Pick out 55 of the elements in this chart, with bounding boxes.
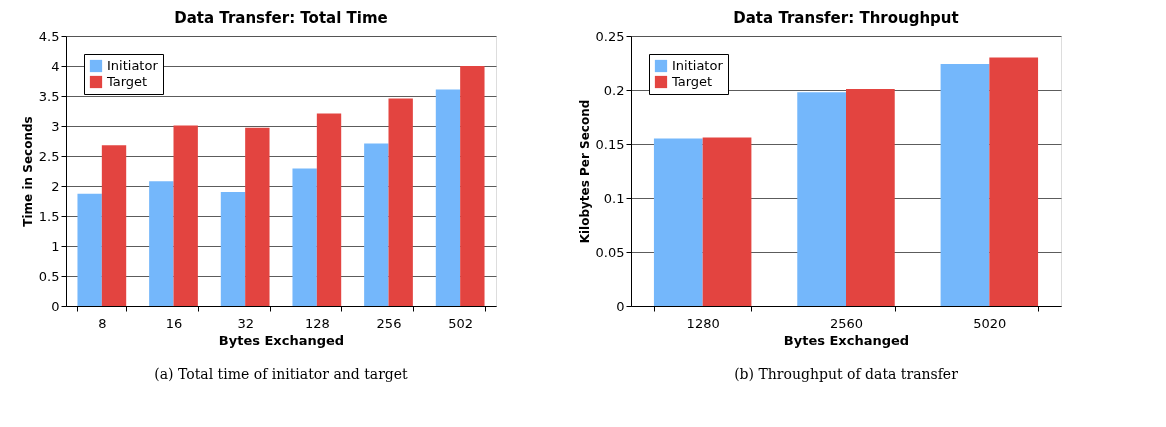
chart-title: Data Transfer: Throughput (733, 9, 959, 27)
bar (388, 98, 413, 306)
bar (846, 88, 895, 306)
y-tick-label: 2 (51, 178, 60, 194)
x-tick-label: 16 (165, 315, 183, 331)
bar (173, 125, 198, 306)
text: (b) Throughput of data transfer (734, 366, 959, 382)
x-tick-label: 256 (376, 315, 402, 331)
y-tick-label: 0.05 (595, 244, 625, 260)
bar (77, 193, 102, 306)
y-tick-label: 1 (51, 238, 60, 254)
y-tick-label: 0.2 (603, 82, 625, 98)
legend-label: Target (671, 74, 713, 89)
bar (364, 143, 389, 306)
bar (435, 89, 461, 306)
bar (149, 181, 174, 306)
legend-label: Initiator (107, 58, 159, 73)
y-tick-label: 1.5 (38, 208, 60, 224)
y-tick-label: 0.25 (595, 28, 625, 44)
bar (989, 57, 1039, 306)
bar (220, 192, 246, 306)
bar (101, 145, 127, 306)
bar (460, 66, 485, 306)
legend-label: Initiator (672, 58, 724, 73)
bar (940, 64, 990, 306)
x-tick-label: 8 (98, 315, 107, 331)
y-tick-label: 0.15 (595, 136, 625, 152)
y-tick-label: 0.1 (603, 190, 625, 206)
x-tick-label: 5020 (973, 315, 1007, 331)
x-tick-label: 502 (448, 315, 474, 331)
bar (292, 168, 317, 306)
bar (245, 127, 270, 306)
chart-title: Data Transfer: Total Time (174, 9, 388, 27)
y-tick-label: 0 (616, 298, 625, 314)
x-axis-title: Bytes Exchanged (218, 332, 345, 348)
bar (797, 92, 846, 306)
y-tick-label: 2.5 (38, 148, 60, 164)
y-tick-label: 3.5 (38, 88, 60, 104)
y-axis-title: Time in Seconds (20, 116, 35, 227)
y-tick-label: 4.5 (38, 28, 60, 44)
x-axis-title: Bytes Exchanged (783, 332, 910, 348)
x-tick-label: 2560 (829, 315, 864, 331)
bar (653, 138, 703, 306)
bar (702, 137, 752, 306)
y-tick-label: 3 (51, 118, 60, 134)
x-tick-label: 1280 (686, 315, 720, 331)
x-tick-label: 32 (237, 315, 254, 331)
bar (316, 113, 342, 306)
y-tick-label: 4 (51, 58, 60, 74)
y-axis-title: Kilobytes Per Second (577, 99, 592, 244)
text: (a) Total time of initiator and target (154, 366, 409, 382)
y-tick-label: 0.5 (38, 268, 60, 284)
x-tick-label: 128 (304, 315, 330, 331)
legend-label: Target (106, 74, 148, 89)
y-tick-label: 0 (51, 298, 60, 314)
